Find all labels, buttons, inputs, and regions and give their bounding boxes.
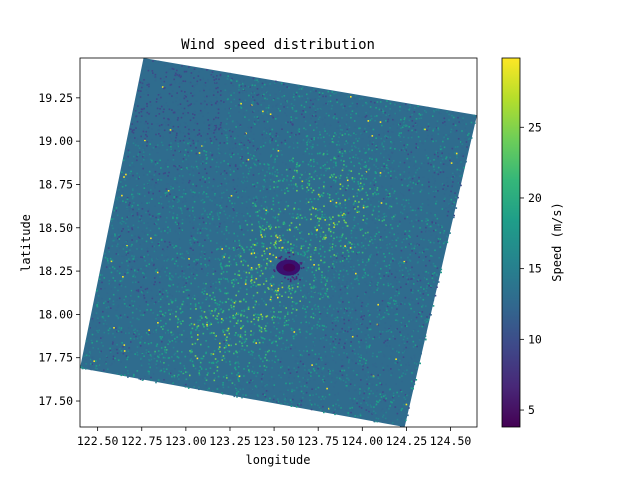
x-tick-label: 122.75 <box>121 434 163 448</box>
colorbar-tick-label: 10 <box>528 332 542 346</box>
colorbar <box>501 57 521 428</box>
x-tick-label: 123.25 <box>209 434 251 448</box>
storm-eye-core <box>283 263 296 272</box>
y-tick-label: 19.25 <box>38 91 73 105</box>
colorbar-tick-label: 5 <box>528 403 535 417</box>
x-tick-label: 124.50 <box>430 434 472 448</box>
y-tick-label: 19.00 <box>38 134 73 148</box>
chart-title: Wind speed distribution <box>181 37 375 53</box>
colorbar-tick-label: 25 <box>528 120 542 134</box>
x-tick-label: 124.00 <box>342 434 384 448</box>
y-axis: 17.50 17.75 18.00 18.25 18.50 18.75 19.00 19.25 <box>38 91 80 408</box>
x-tick-label: 122.50 <box>77 434 119 448</box>
x-tick-label: 124.25 <box>386 434 428 448</box>
colorbar-tick-label: 15 <box>528 262 542 276</box>
heatmap-detail <box>80 60 476 427</box>
x-axis: 122.50 122.75 123.00 123.25 123.50 123.75 124.… <box>77 427 472 448</box>
y-tick-label: 18.00 <box>38 307 73 321</box>
plot-frame <box>79 57 478 428</box>
x-tick-label: 123.75 <box>297 434 339 448</box>
y-tick-label: 18.75 <box>38 177 73 191</box>
colorbar-label: Speed (m/s) <box>550 202 564 281</box>
heatmap-image <box>80 58 477 427</box>
colorbar-axis: 5 10 15 20 25 <box>520 120 542 417</box>
x-axis-label: longitude <box>245 453 310 467</box>
y-tick-label: 18.25 <box>38 264 73 278</box>
x-tick-label: 123.50 <box>253 434 295 448</box>
colorbar-tick-label: 20 <box>528 191 542 205</box>
y-axis-label: latitude <box>19 214 33 272</box>
y-tick-label: 18.50 <box>38 221 73 235</box>
y-tick-label: 17.50 <box>38 394 73 408</box>
y-tick-label: 17.75 <box>38 351 73 365</box>
x-tick-label: 123.00 <box>165 434 207 448</box>
